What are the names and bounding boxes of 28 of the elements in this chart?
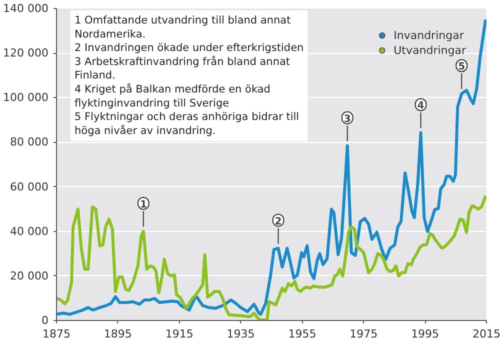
annotation: 2 Invandringen ökade under efterkrigstiden — [74, 42, 304, 54]
annotation: 2 — [274, 216, 282, 228]
y-tick-label: 80 000 — [10, 136, 49, 149]
x-tick-label: 1935 — [226, 328, 255, 340]
annotation: 3 Arbetskraftinvandring från bland annat Finland. — [74, 54, 290, 82]
y-tick-label: 0 — [42, 314, 48, 327]
x-tick-label: 1955 — [288, 328, 316, 340]
annotation: 4 — [417, 100, 424, 112]
y-tick-label: 20 000 — [10, 269, 49, 282]
y-tick-label: 40 000 — [10, 224, 49, 238]
y-tick-label: 60 000 — [10, 180, 49, 194]
annotation: 5 — [458, 62, 466, 73]
x-tick-label: 1895 — [104, 328, 132, 340]
legend-label: Utvandringar — [394, 44, 466, 56]
x-tick-label: 1915 — [165, 328, 194, 340]
annotation: 5 Flyktningar och deras anhöriga bidrar till höga nivåer av invandring. — [74, 111, 300, 137]
y-tick-label: 140 000 — [3, 2, 49, 15]
x-tick-label: 2015 — [472, 328, 500, 340]
legend-label: Invandringar — [394, 28, 464, 42]
annotation: 1 Omfattande utvandring till bland annat Nordamerika. — [74, 14, 291, 40]
annotation: 4 Kriget på Balkan medförde en ökad flyktinginvandring till Sverige — [74, 82, 270, 110]
annotation: 3 — [344, 114, 351, 125]
y-tick-label: 120 000 — [3, 46, 49, 60]
x-tick-label: 1875 — [42, 328, 71, 340]
x-tick-label: 1995 — [411, 328, 440, 340]
x-tick-label: 1975 — [350, 328, 378, 340]
y-tick-label: 100 000 — [3, 91, 49, 104]
annotation: 1 — [140, 199, 147, 210]
